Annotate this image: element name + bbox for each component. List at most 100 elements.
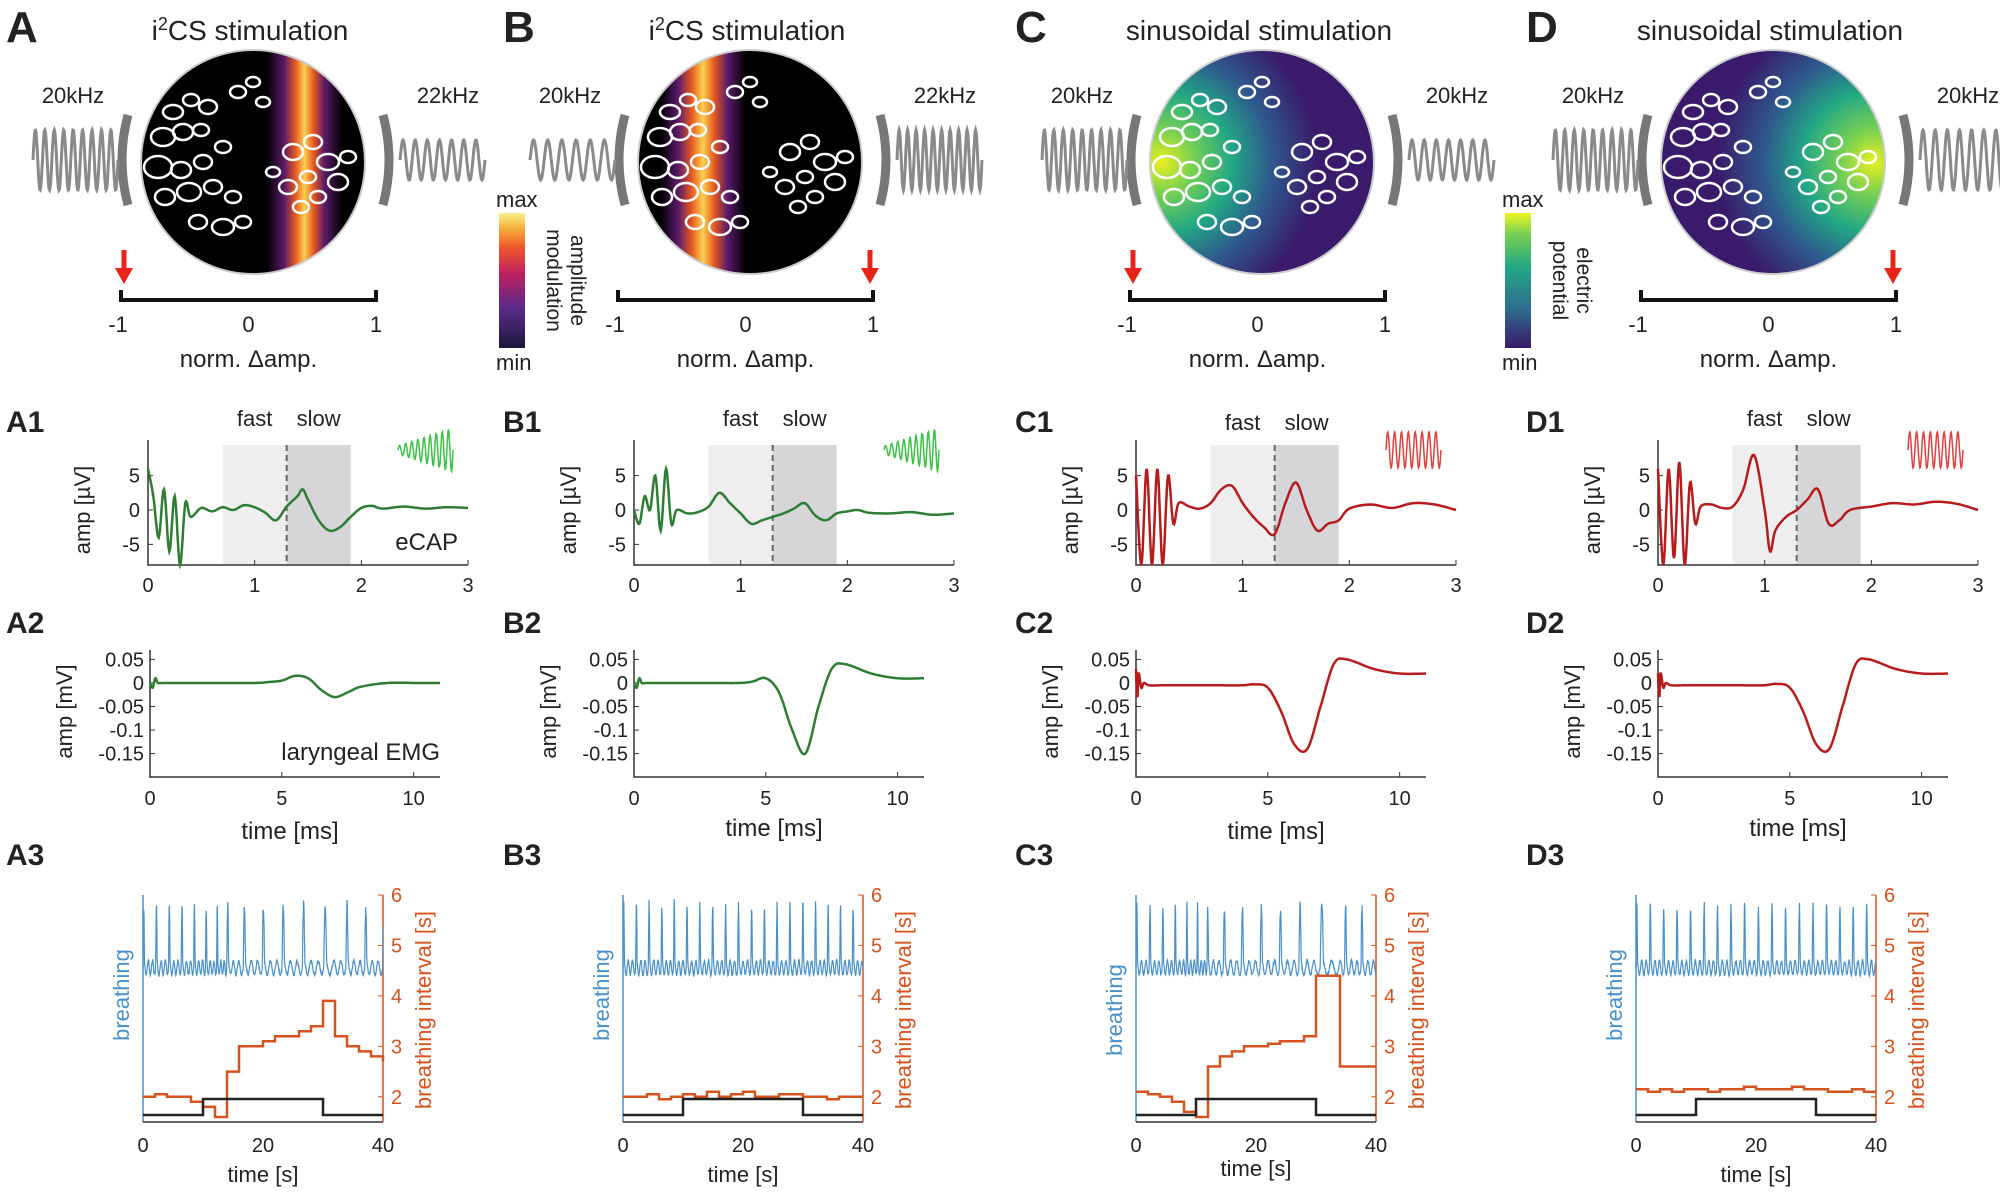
sine-waveform-icon bbox=[1907, 429, 1964, 471]
am-waveform-icon bbox=[883, 429, 940, 475]
title-sup: 2 bbox=[655, 14, 665, 34]
fiber-icon bbox=[1748, 84, 1768, 100]
fiber-icon bbox=[720, 189, 740, 205]
fiber-icon bbox=[1722, 178, 1744, 196]
fiber-icon bbox=[1206, 98, 1228, 116]
freq-right-label: 22kHz bbox=[914, 83, 976, 108]
ecap-trace bbox=[1656, 453, 1979, 566]
x-tick-label: 0 bbox=[1652, 575, 1663, 597]
interval-trace bbox=[1636, 1085, 1876, 1093]
stim-wave-right-icon bbox=[1918, 127, 2000, 193]
emg-trace bbox=[1134, 657, 1427, 754]
x-tick-label: 2 bbox=[842, 575, 853, 597]
fiber-icon bbox=[192, 153, 214, 171]
fiber-icon bbox=[725, 84, 745, 100]
fiber-icon bbox=[169, 160, 193, 180]
x-tick-label: 0 bbox=[1130, 788, 1141, 810]
fiber-icon bbox=[672, 181, 700, 203]
scale-tick-label: 1 bbox=[1379, 312, 1391, 337]
slow-window bbox=[772, 445, 837, 565]
selector-arrow-icon bbox=[1124, 268, 1142, 284]
fiber-icon bbox=[291, 199, 311, 215]
fiber-icon bbox=[1307, 169, 1327, 185]
fiber-icon bbox=[277, 178, 299, 196]
fiber-icon bbox=[1711, 122, 1731, 138]
y2-tick-label: 6 bbox=[391, 885, 402, 907]
fibers-group bbox=[639, 75, 855, 237]
y2-tick-label: 5 bbox=[1884, 935, 1895, 957]
x-tick-label: 0 bbox=[628, 788, 639, 810]
subpanel-label: C2 bbox=[1015, 607, 1053, 640]
x-axis-label: time [ms] bbox=[241, 818, 338, 845]
fiber-icon bbox=[650, 187, 674, 207]
electrode-left-icon bbox=[614, 113, 630, 207]
fiber-icon bbox=[1701, 92, 1721, 108]
subpanel-label: D2 bbox=[1526, 607, 1564, 640]
stim-wave-right-icon bbox=[895, 124, 984, 196]
fiber-icon bbox=[1178, 160, 1202, 180]
x-tick-label: 0 bbox=[137, 1135, 148, 1157]
emg-note: laryngeal EMG bbox=[281, 739, 440, 766]
emg-trace bbox=[148, 674, 440, 699]
slow-label: slow bbox=[1285, 410, 1329, 435]
x-tick-label: 0 bbox=[628, 575, 639, 597]
subpanel-label: B2 bbox=[503, 607, 541, 640]
scale-tick-label: 1 bbox=[370, 312, 382, 337]
fiber-icon bbox=[161, 103, 185, 121]
interval-trace bbox=[623, 1090, 863, 1101]
stim-wave-left-icon bbox=[31, 125, 120, 195]
freq-left-label: 20kHz bbox=[1051, 83, 1113, 108]
fiber-icon bbox=[1211, 178, 1233, 196]
colorbar-electric-potential: max min potential electric bbox=[1502, 187, 1595, 375]
x-tick-label: 2 bbox=[1344, 575, 1355, 597]
y-tick-label: 0 bbox=[615, 500, 626, 522]
fiber-icon bbox=[658, 103, 682, 121]
fiber-icon bbox=[298, 169, 318, 185]
y-tick-label: 0.05 bbox=[589, 649, 628, 671]
nerve-cross-section bbox=[1660, 49, 1886, 275]
y-tick-label: 5 bbox=[1639, 466, 1650, 488]
y2-tick-label: 4 bbox=[1884, 986, 1895, 1008]
y-tick-label: -0.15 bbox=[1606, 744, 1652, 766]
y-axis-label: amp [µV] bbox=[556, 466, 581, 554]
y-tick-label: 5 bbox=[129, 466, 140, 488]
y-tick-label: -0.1 bbox=[1618, 720, 1652, 742]
fiber-icon bbox=[761, 165, 779, 179]
breathing-trace bbox=[1635, 901, 1877, 979]
fiber-icon bbox=[1347, 149, 1367, 165]
scale-axis-label: norm. Δamp. bbox=[1700, 346, 1837, 373]
fiber-icon bbox=[707, 217, 733, 237]
colorbar-min-label: min bbox=[1502, 350, 1537, 375]
fiber-icon bbox=[153, 187, 177, 207]
x-tick-label: 5 bbox=[276, 788, 287, 810]
y-axis-label: breathing bbox=[109, 949, 134, 1041]
colorbar-label: potential bbox=[1548, 241, 1571, 320]
fast-window bbox=[708, 445, 773, 565]
fiber-icon bbox=[1232, 189, 1252, 205]
subpanel-label: C3 bbox=[1015, 839, 1053, 872]
selector-arrow-icon bbox=[115, 268, 133, 284]
interval-trace bbox=[1136, 974, 1376, 1119]
fiber-icon bbox=[795, 169, 815, 185]
fiber-icon bbox=[751, 95, 769, 109]
fiber-icon bbox=[1712, 153, 1734, 171]
fibers-group bbox=[1662, 75, 1878, 237]
fiber-icon bbox=[1695, 181, 1723, 203]
y2-axis-label: breathing interval [s] bbox=[1404, 911, 1429, 1109]
fiber-icon bbox=[699, 178, 721, 196]
freq-left-label: 20kHz bbox=[1562, 83, 1624, 108]
x-tick-label: 3 bbox=[948, 575, 959, 597]
sine-waveform-icon bbox=[1385, 429, 1442, 471]
y-tick-label: -0.05 bbox=[582, 697, 628, 719]
colorbar-gradient bbox=[1505, 213, 1531, 348]
fiber-icon bbox=[1273, 165, 1291, 179]
y2-tick-label: 4 bbox=[1384, 986, 1395, 1008]
freq-left-label: 20kHz bbox=[42, 83, 104, 108]
